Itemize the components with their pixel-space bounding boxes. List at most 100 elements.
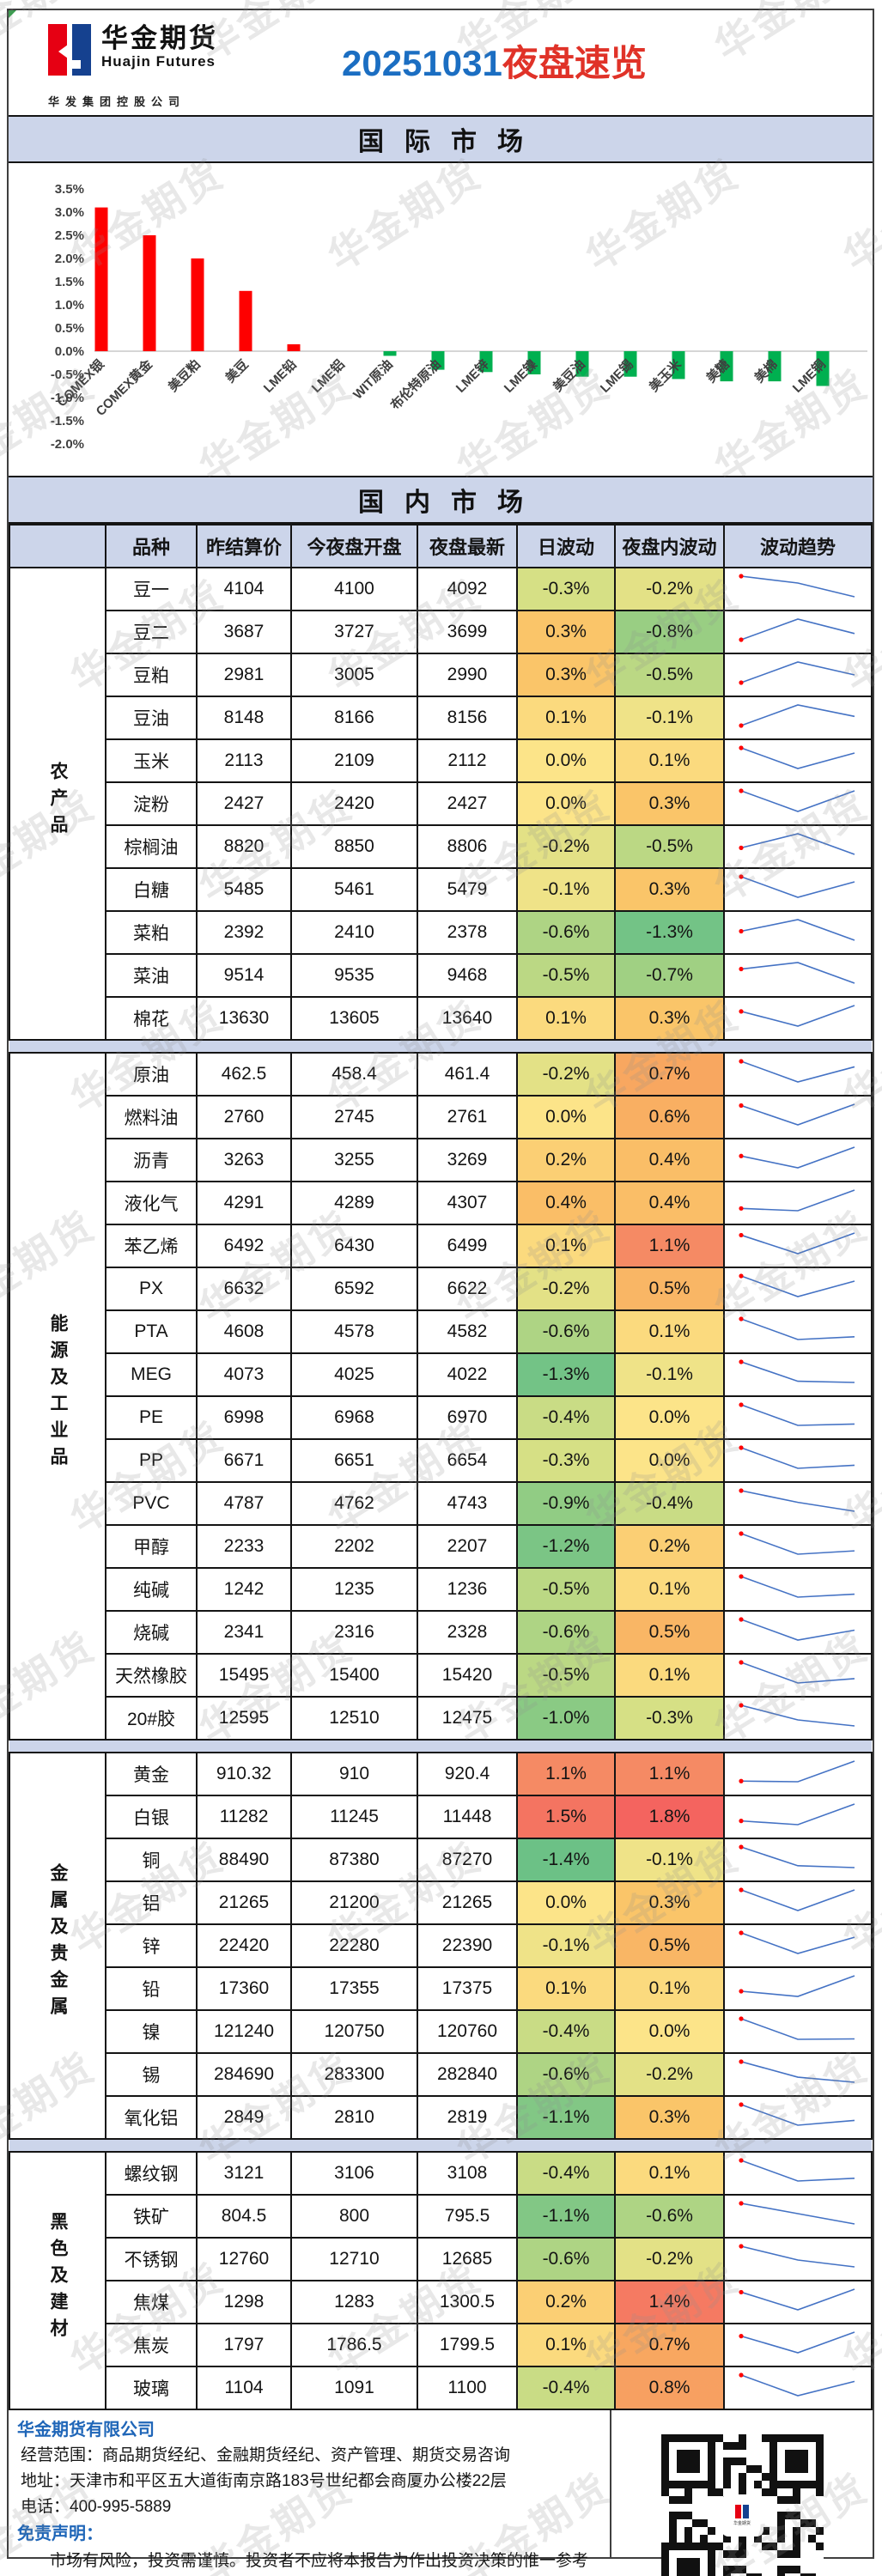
x-axis-label: LME铅 bbox=[260, 356, 300, 396]
table-row: 豆二 3687 3727 3699 0.3% -0.8% bbox=[9, 610, 873, 654]
cell-prev-settle: 2427 bbox=[196, 781, 292, 826]
cell-trend bbox=[723, 953, 873, 998]
cell-trend bbox=[723, 1795, 873, 1839]
cell-night-change: 0.7% bbox=[614, 1052, 725, 1097]
cell-night-last: 2761 bbox=[417, 1095, 518, 1139]
trend-sparkline bbox=[739, 2331, 855, 2354]
cell-night-last: 2378 bbox=[417, 910, 518, 955]
table-row: 菜粕 2392 2410 2378 -0.6% -1.3% bbox=[9, 910, 873, 955]
cell-prev-settle: 3121 bbox=[196, 2151, 292, 2196]
cell-night-change: 0.1% bbox=[614, 1567, 725, 1612]
x-axis-label: 美豆 bbox=[222, 356, 252, 386]
cell-night-open: 283300 bbox=[290, 2052, 418, 2097]
cell-variety: 液化气 bbox=[105, 1181, 198, 1225]
x-axis-label: 美豆粕 bbox=[165, 356, 204, 395]
cell-night-last: 5479 bbox=[417, 867, 518, 912]
table-row: 豆粕 2981 3005 2990 0.3% -0.5% bbox=[9, 653, 873, 697]
cell-variety: PX bbox=[105, 1267, 198, 1311]
trend-sparkline bbox=[739, 661, 855, 685]
cell-prev-settle: 4073 bbox=[196, 1352, 292, 1397]
cell-night-last: 8156 bbox=[417, 696, 518, 740]
cell-night-last: 2819 bbox=[417, 2095, 518, 2140]
table-row: PVC 4787 4762 4743 -0.9% -0.4% bbox=[9, 1481, 873, 1526]
cell-day-change: 0.2% bbox=[516, 1138, 616, 1182]
cell-night-open: 1786.5 bbox=[290, 2323, 418, 2367]
cell-night-change: -0.3% bbox=[614, 1696, 725, 1741]
chart-bar bbox=[143, 235, 156, 351]
cell-prev-settle: 11282 bbox=[196, 1795, 292, 1839]
cell-night-open: 458.4 bbox=[290, 1052, 418, 1097]
cell-day-change: -1.3% bbox=[516, 1352, 616, 1397]
trend-sparkline bbox=[739, 2372, 855, 2397]
section-separator bbox=[9, 1039, 872, 1054]
cell-night-open: 3255 bbox=[290, 1138, 418, 1182]
cell-day-change: -1.4% bbox=[516, 1838, 616, 1882]
trend-sparkline bbox=[739, 704, 855, 728]
chart-bar bbox=[94, 207, 108, 351]
chart-bar bbox=[239, 290, 252, 351]
trend-sparkline bbox=[739, 919, 855, 941]
cell-variety: 白银 bbox=[105, 1795, 198, 1839]
cell-prev-settle: 3687 bbox=[196, 610, 292, 654]
cell-trend bbox=[723, 1267, 873, 1311]
cell-day-change: -0.5% bbox=[516, 953, 616, 998]
chart-bar bbox=[527, 351, 541, 374]
table-row: PTA 4608 4578 4582 -0.6% 0.1% bbox=[9, 1309, 873, 1354]
chart-bar bbox=[816, 351, 830, 386]
y-axis-tick: 3.0% bbox=[55, 205, 84, 220]
cell-night-open: 120750 bbox=[290, 2009, 418, 2054]
cell-day-change: 0.0% bbox=[516, 1095, 616, 1139]
cell-prev-settle: 5485 bbox=[196, 867, 292, 912]
table-row: 铅 17360 17355 17375 0.1% 0.1% bbox=[9, 1966, 873, 2011]
cell-trend bbox=[723, 2095, 873, 2140]
cell-night-change: -0.4% bbox=[614, 1481, 725, 1526]
table-row: 镍 121240 120750 120760 -0.4% 0.0% bbox=[9, 2009, 873, 2054]
footer-phone: 电话：400-995-5889 bbox=[21, 2498, 172, 2516]
table-row: PX 6632 6592 6622 -0.2% 0.5% bbox=[9, 1267, 873, 1311]
cell-prev-settle: 2849 bbox=[196, 2095, 292, 2140]
cell-trend bbox=[723, 1567, 873, 1612]
cell-night-last: 1100 bbox=[417, 2366, 518, 2410]
cell-trend bbox=[723, 1752, 873, 1796]
y-axis-tick: 1.5% bbox=[55, 275, 84, 289]
cell-variety: 白糖 bbox=[105, 867, 198, 912]
chart-bar bbox=[287, 343, 301, 351]
cell-variety: PTA bbox=[105, 1309, 198, 1354]
table-row: 天然橡胶 15495 15400 15420 -0.5% 0.1% bbox=[9, 1653, 873, 1698]
cell-night-change: -0.2% bbox=[614, 2052, 725, 2097]
cell-night-change: -0.6% bbox=[614, 2194, 725, 2239]
cell-day-change: 0.0% bbox=[516, 781, 616, 826]
cell-night-change: 1.8% bbox=[614, 1795, 725, 1839]
chart-bar bbox=[383, 351, 397, 356]
cell-prev-settle: 9514 bbox=[196, 953, 292, 998]
cell-trend bbox=[723, 1481, 873, 1526]
cell-night-last: 4022 bbox=[417, 1352, 518, 1397]
table-row: 黑色及建材 螺纹钢 3121 3106 3108 -0.4% 0.1% bbox=[9, 2151, 873, 2410]
cell-trend bbox=[723, 2323, 873, 2367]
cell-variety: PE bbox=[105, 1395, 198, 1440]
qr-code: 华金期货 bbox=[660, 2434, 824, 2576]
cell-day-change: -0.4% bbox=[516, 2009, 616, 2054]
cell-prev-settle: 17360 bbox=[196, 1966, 292, 2011]
trend-sparkline bbox=[739, 1844, 855, 1868]
trend-sparkline bbox=[739, 1660, 855, 1684]
cell-night-open: 2745 bbox=[290, 1095, 418, 1139]
cell-variety: 豆油 bbox=[105, 696, 198, 740]
cell-night-change: -0.1% bbox=[614, 1838, 725, 1882]
cell-trend bbox=[723, 910, 873, 955]
col-night-open: 今夜盘开盘 bbox=[290, 524, 418, 568]
trend-sparkline bbox=[739, 1005, 855, 1027]
huajin-logo-icon bbox=[48, 24, 91, 76]
chart-bar bbox=[623, 351, 637, 377]
cell-trend bbox=[723, 996, 873, 1041]
section-band-domestic: 国内市场 bbox=[9, 476, 873, 524]
cell-prev-settle: 2392 bbox=[196, 910, 292, 955]
table-row: 20#胶 12595 12510 12475 -1.0% -0.3% bbox=[9, 1696, 873, 1741]
col-night-last: 夜盘最新 bbox=[417, 524, 518, 568]
cell-night-last: 9468 bbox=[417, 953, 518, 998]
cell-prev-settle: 4787 bbox=[196, 1481, 292, 1526]
cell-prev-settle: 804.5 bbox=[196, 2194, 292, 2239]
trend-sparkline bbox=[739, 1887, 855, 1911]
cell-variety: 焦煤 bbox=[105, 2280, 198, 2324]
cell-variety: PP bbox=[105, 1438, 198, 1483]
